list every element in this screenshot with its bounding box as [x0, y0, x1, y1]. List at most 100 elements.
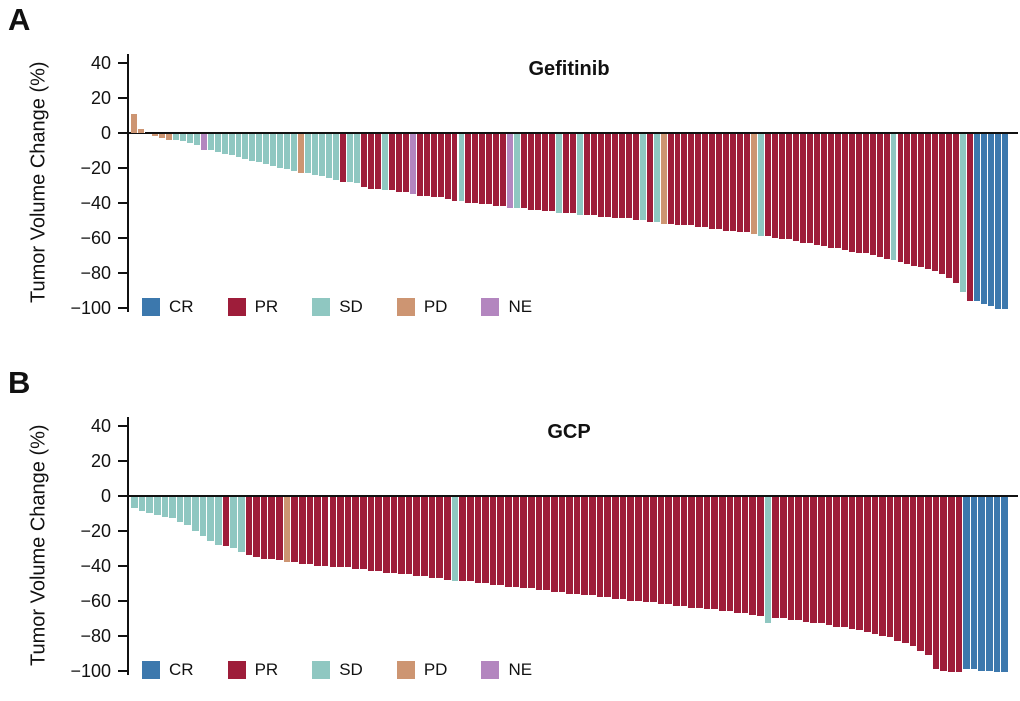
y-tick-label: −40: [80, 192, 111, 213]
bar-pr: [779, 134, 786, 240]
y-tick-mark: [118, 424, 127, 427]
bar-sd: [653, 134, 661, 222]
y-tick-mark: [118, 201, 127, 204]
bar-pr: [792, 134, 800, 241]
y-tick-mark: [118, 529, 127, 532]
y-tick-label: 20: [90, 87, 111, 108]
bar-pr: [321, 497, 330, 566]
bar-pr: [909, 497, 918, 646]
bar-pr: [405, 497, 414, 575]
y-tick-label: −60: [80, 227, 111, 248]
bar-pr: [611, 134, 619, 219]
bar-pr: [479, 134, 487, 205]
bar-cr: [974, 134, 982, 301]
bar-pr: [423, 134, 431, 196]
bar-sd: [758, 134, 766, 236]
bar-pr: [543, 497, 551, 590]
bar-pr: [493, 134, 501, 206]
bar-sd: [890, 134, 898, 261]
bar-pr: [306, 497, 315, 564]
bar-pr: [413, 497, 422, 576]
bar-pd: [165, 134, 173, 140]
bar-pr: [542, 134, 550, 212]
legend-swatch-pr-icon: [227, 661, 246, 679]
bar-sd: [186, 134, 194, 143]
bar-pr: [947, 497, 956, 673]
bar-pr: [918, 134, 926, 268]
bar-pr: [550, 497, 559, 592]
bar-pr: [734, 497, 742, 613]
bar-pr: [932, 134, 940, 271]
bar-pr: [360, 134, 368, 187]
bar-sd: [381, 134, 389, 191]
bar-sd: [305, 134, 313, 173]
bar-sd: [179, 134, 187, 142]
legend-item-pd: PD: [396, 660, 447, 680]
bar-sd: [172, 134, 180, 140]
legend-item-sd: SD: [312, 297, 363, 317]
bar-pr: [382, 497, 391, 573]
bar-pr: [813, 134, 821, 245]
bar-sd: [556, 134, 564, 213]
bar-pr: [486, 134, 494, 205]
bar-pr: [925, 497, 933, 655]
bar-sd: [230, 497, 238, 548]
bar-sd: [319, 134, 327, 177]
bar-pr: [374, 134, 382, 189]
bar-sd: [214, 497, 223, 545]
bar-cr: [1001, 497, 1009, 673]
panel-gefitinib: A Tumor Volume Change (%) 40 20 0 −20 −40 −60…: [0, 0, 1020, 340]
bar-pr: [646, 134, 654, 222]
panel-gcp: B Tumor Volume Change (%) 40 20 0 −20 −40 −60…: [0, 363, 1020, 701]
bar-pr: [465, 134, 473, 203]
bar-pr: [632, 134, 640, 220]
bar-cr: [970, 497, 979, 669]
bar-pr: [673, 497, 681, 606]
y-tick-label: −20: [80, 520, 111, 541]
bars-container: [131, 417, 1009, 675]
y-tick-label: 0: [100, 485, 111, 506]
bar-sd: [176, 497, 185, 522]
bar-sd: [193, 134, 201, 145]
bar-pr: [535, 134, 543, 210]
legend-swatch-pd-icon: [396, 298, 415, 316]
bar-pr: [482, 497, 490, 583]
bar-pr: [360, 497, 368, 569]
bar-pr: [779, 497, 788, 618]
bar-sd: [277, 134, 285, 168]
y-tick-mark: [118, 236, 127, 239]
bar-pr: [459, 497, 467, 582]
bar-sd: [249, 134, 257, 161]
bar-sd: [256, 134, 264, 163]
bar-pr: [291, 497, 299, 562]
bar-pd: [751, 134, 759, 234]
bar-pr: [276, 497, 284, 561]
bar-pr: [902, 497, 910, 643]
legend-label-pr: PR: [254, 297, 279, 316]
bar-pr: [787, 497, 796, 620]
bar-pr: [329, 497, 338, 568]
y-tick-label: −20: [80, 157, 111, 178]
legend: CR PR SD PD NE: [142, 660, 532, 680]
y-tick-mark: [118, 494, 127, 497]
bar-pr: [723, 134, 731, 231]
bar-pr: [352, 497, 361, 569]
bar-pr: [894, 497, 903, 641]
panel-label-a: A: [8, 2, 32, 37]
legend-item-ne: NE: [481, 660, 532, 680]
bar-pr: [695, 497, 704, 608]
y-tick-mark: [118, 61, 127, 64]
bar-sd: [235, 134, 243, 157]
plot-area: GCP CR PR SD PD NE: [126, 417, 1019, 679]
bar-sd: [353, 134, 361, 184]
bar-pd: [283, 497, 292, 562]
bar-ne: [507, 134, 515, 208]
y-tick-label: −80: [80, 262, 111, 283]
bar-pr: [953, 134, 961, 283]
legend-label-ne: NE: [508, 660, 533, 679]
bar-pr: [709, 134, 717, 229]
bar-pr: [940, 497, 948, 671]
y-tick-mark: [118, 96, 127, 99]
zero-baseline: [126, 131, 1019, 135]
bar-pr: [862, 134, 870, 254]
